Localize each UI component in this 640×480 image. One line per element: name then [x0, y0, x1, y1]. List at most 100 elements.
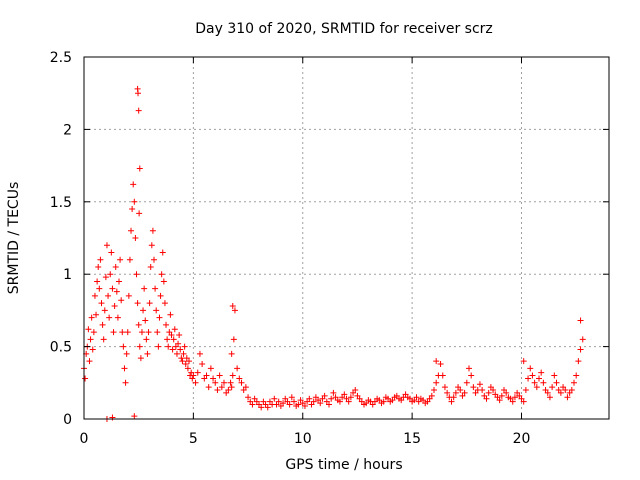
data-point	[156, 314, 163, 321]
data-point	[199, 360, 206, 367]
data-point	[509, 398, 516, 405]
data-point	[85, 326, 92, 333]
data-point	[101, 307, 108, 314]
data-point	[106, 314, 113, 321]
data-point	[138, 329, 145, 336]
data-point	[577, 346, 584, 353]
data-point	[227, 379, 234, 386]
data-point	[135, 90, 142, 97]
data-point	[99, 321, 106, 328]
data-point	[496, 397, 503, 404]
data-point	[151, 256, 157, 263]
data-point	[131, 198, 138, 205]
data-point	[158, 271, 165, 278]
data-point	[119, 329, 126, 336]
x-tick-label: 5	[189, 431, 198, 447]
data-point	[466, 365, 472, 372]
data-point	[146, 300, 153, 307]
data-point	[161, 300, 168, 307]
data-point	[123, 350, 130, 357]
data-point	[347, 394, 354, 401]
data-point	[228, 384, 235, 391]
data-point	[428, 392, 435, 399]
data-point	[212, 379, 219, 386]
data-point	[186, 358, 192, 365]
data-point	[242, 384, 249, 391]
data-point	[173, 350, 180, 357]
data-point	[225, 387, 232, 394]
data-point	[116, 278, 122, 285]
data-point	[441, 384, 448, 391]
data-point	[87, 336, 94, 343]
data-point	[111, 303, 118, 310]
data-point	[448, 398, 455, 405]
data-point	[450, 394, 457, 401]
data-point	[176, 332, 183, 339]
data-point	[155, 343, 162, 350]
y-tick-label: 2.5	[50, 50, 72, 66]
data-point	[439, 372, 446, 379]
data-point	[549, 384, 556, 391]
data-point	[129, 206, 136, 213]
data-point	[145, 329, 152, 336]
plot-frame	[83, 56, 610, 420]
data-point	[326, 401, 332, 408]
data-point	[137, 355, 144, 362]
data-point	[352, 387, 359, 394]
data-point	[301, 402, 308, 409]
data-point	[170, 336, 177, 343]
data-point	[122, 379, 129, 386]
data-point	[97, 256, 104, 263]
data-point	[169, 346, 176, 353]
data-point	[86, 358, 93, 365]
data-point	[136, 165, 143, 172]
data-point	[310, 398, 317, 405]
data-point	[159, 249, 166, 256]
data-point	[562, 387, 569, 394]
data-point	[90, 329, 97, 336]
data-point	[498, 392, 505, 399]
data-point	[194, 369, 201, 376]
data-point	[167, 311, 174, 318]
data-point	[557, 389, 564, 396]
data-point	[175, 340, 182, 347]
data-point	[124, 329, 131, 336]
data-point	[133, 271, 140, 278]
y-tick-label: 1	[63, 267, 72, 283]
data-point	[214, 387, 221, 394]
data-point	[135, 321, 142, 328]
data-point	[203, 372, 210, 379]
data-point	[483, 395, 490, 402]
data-point	[536, 375, 542, 382]
data-point	[452, 389, 459, 396]
data-point	[413, 394, 420, 401]
data-point	[153, 307, 160, 314]
data-point	[533, 384, 540, 391]
data-point	[192, 379, 199, 386]
data-point	[134, 300, 141, 307]
data-point	[168, 332, 175, 339]
y-tick-label: 0.5	[50, 340, 72, 356]
data-point	[125, 292, 132, 299]
data-point	[306, 395, 313, 402]
data-point	[148, 242, 155, 249]
data-point	[485, 389, 492, 396]
data-point	[177, 346, 184, 353]
data-point	[181, 343, 188, 350]
data-point	[88, 314, 95, 321]
data-point	[218, 384, 225, 391]
data-point	[91, 292, 98, 299]
data-point	[330, 389, 337, 396]
data-point	[540, 379, 547, 386]
chart-title: Day 310 of 2020, SRMTID for receiver scr…	[195, 21, 493, 37]
data-point	[468, 372, 475, 379]
data-point	[286, 401, 293, 408]
data-point	[178, 355, 185, 362]
data-point	[476, 381, 483, 388]
data-point	[157, 292, 164, 299]
data-point	[128, 227, 135, 234]
data-point	[94, 278, 101, 285]
data-point	[470, 384, 477, 391]
data-point	[345, 398, 352, 405]
